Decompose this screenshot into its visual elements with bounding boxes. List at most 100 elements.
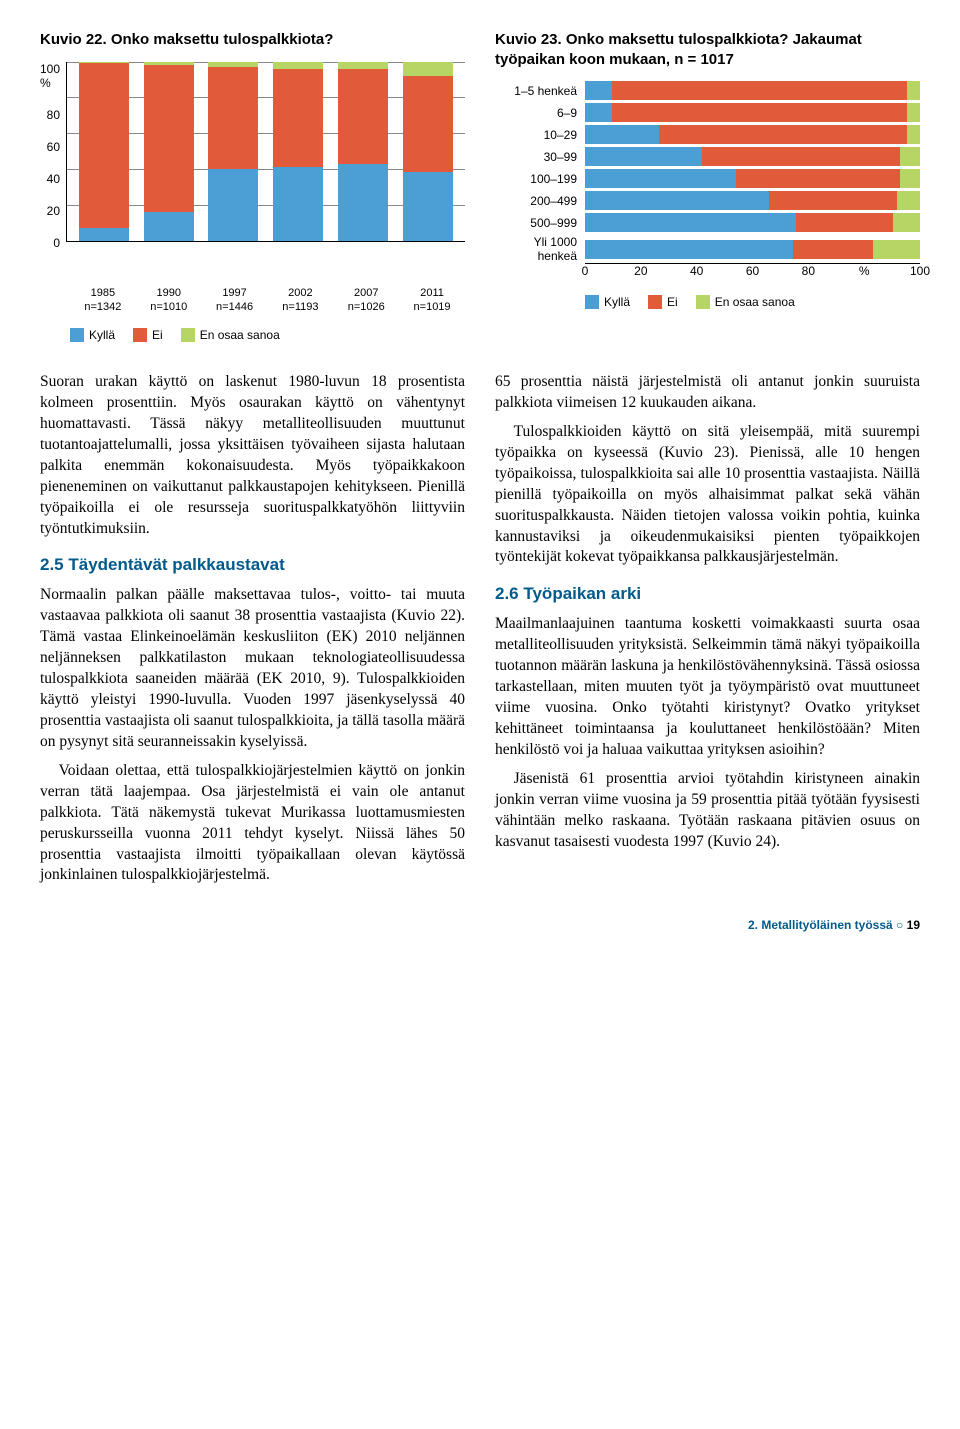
x-label: 1985n=1342 xyxy=(78,286,128,315)
hbar-label: 100–199 xyxy=(495,172,585,186)
hbar-segment xyxy=(585,191,769,210)
footer-sep: ○ xyxy=(896,918,903,932)
hbar-segment xyxy=(900,169,920,188)
hbar-segment xyxy=(585,147,702,166)
chart-22-plot: 100%806040200 xyxy=(40,62,465,282)
y-tick: 0 xyxy=(53,236,60,250)
hbar-row: 10–29 xyxy=(495,125,920,144)
legend-yes: Kyllä xyxy=(70,328,115,342)
x-label: 2011n=1019 xyxy=(407,286,457,315)
bar xyxy=(208,62,258,241)
bar xyxy=(273,62,323,241)
hbar-row: 30–99 xyxy=(495,147,920,166)
hbar-segment xyxy=(907,125,920,144)
hbar xyxy=(585,103,920,122)
hbar-row: 100–199 xyxy=(495,169,920,188)
x-label: 1990n=1010 xyxy=(144,286,194,315)
hbar-row: Yli 1000 henkeä xyxy=(495,235,920,263)
hbar-label: 6–9 xyxy=(495,106,585,120)
page-footer: 2. Metallityöläinen työssä ○ 19 xyxy=(40,918,920,932)
hbar-segment xyxy=(796,213,893,232)
chart-23-legend: Kyllä Ei En osaa sanoa xyxy=(585,295,920,309)
chart-23-rows: 1–5 henkeä6–910–2930–99100–199200–499500… xyxy=(495,81,920,263)
hbar-segment xyxy=(612,103,907,122)
x-tick: 80 xyxy=(802,264,815,278)
hbar xyxy=(585,169,920,188)
hbar-segment xyxy=(585,125,659,144)
legend-unk: En osaa sanoa xyxy=(696,295,795,309)
y-tick: 20 xyxy=(47,204,60,218)
hbar-segment xyxy=(736,169,900,188)
hbar-segment xyxy=(585,81,612,100)
x-tick: % xyxy=(859,264,870,278)
x-label: 2002n=1193 xyxy=(275,286,325,315)
body-columns: Suoran urakan käyttö on laskenut 1980-lu… xyxy=(40,372,920,894)
hbar-segment xyxy=(893,213,920,232)
para: Normaalin palkan päälle maksettavaa tulo… xyxy=(40,585,465,752)
bar-segment xyxy=(403,172,453,240)
bar-segment xyxy=(338,164,388,241)
hbar-segment xyxy=(793,240,873,259)
para: Suoran urakan käyttö on laskenut 1980-lu… xyxy=(40,372,465,539)
hbar xyxy=(585,125,920,144)
bar-segment xyxy=(403,62,453,76)
x-tick: 0 xyxy=(582,264,589,278)
hbar-label: 30–99 xyxy=(495,150,585,164)
x-tick: 20 xyxy=(634,264,647,278)
hbar-segment xyxy=(907,103,920,122)
hbar-segment xyxy=(585,103,612,122)
hbar-segment xyxy=(873,240,920,259)
bar xyxy=(338,62,388,241)
hbar-row: 200–499 xyxy=(495,191,920,210)
x-tick: 60 xyxy=(746,264,759,278)
bar xyxy=(79,62,129,241)
hbar xyxy=(585,240,920,259)
hbar-segment xyxy=(659,125,907,144)
hbar-segment xyxy=(769,191,896,210)
bar-segment xyxy=(144,212,194,241)
legend-no: Ei xyxy=(648,295,678,309)
page: Kuvio 22. Onko maksettu tulospalkkiota? … xyxy=(0,0,960,952)
bar-segment xyxy=(144,65,194,212)
y-tick: 40 xyxy=(47,172,60,186)
hbar-segment xyxy=(897,191,920,210)
bar xyxy=(144,62,194,241)
hbar-segment xyxy=(900,147,920,166)
hbar xyxy=(585,191,920,210)
heading-2-5: 2.5 Täydentävät palkkaustavat xyxy=(40,555,465,575)
chart-22-plot-area xyxy=(66,62,465,242)
x-label: 2007n=1026 xyxy=(341,286,391,315)
chart-22-legend: Kyllä Ei En osaa sanoa xyxy=(70,328,465,342)
footer-section: 2. Metallityöläinen työssä xyxy=(748,918,893,932)
x-tick: 40 xyxy=(690,264,703,278)
para: Jäsenistä 61 prosenttia arvioi työtahdin… xyxy=(495,769,920,853)
bar-segment xyxy=(338,62,388,69)
chart-22-title: Kuvio 22. Onko maksettu tulospalkkiota? xyxy=(40,30,465,50)
para: Tulospalkkioiden käyttö on sitä yleisemp… xyxy=(495,422,920,568)
y-tick: 60 xyxy=(47,140,60,154)
chart-22-bars xyxy=(67,62,465,241)
hbar-segment xyxy=(585,240,793,259)
hbar-label: 500–999 xyxy=(495,216,585,230)
chart-23-title: Kuvio 23. Onko maksettu tulospalkkiota? … xyxy=(495,30,920,69)
para: Maailmanlaajuinen taantuma kosketti voim… xyxy=(495,614,920,760)
hbar-segment xyxy=(585,213,796,232)
hbar-segment xyxy=(585,169,736,188)
heading-2-6: 2.6 Työpaikan arki xyxy=(495,584,920,604)
hbar-segment xyxy=(907,81,920,100)
right-column: 65 prosenttia näistä järjestelmistä oli … xyxy=(495,372,920,894)
chart-23-x-axis: 020406080%100 xyxy=(585,263,920,281)
charts-row: Kuvio 22. Onko maksettu tulospalkkiota? … xyxy=(40,30,920,342)
y-tick: 100% xyxy=(40,62,60,90)
chart-22-y-axis: 100%806040200 xyxy=(40,62,66,250)
legend-unk: En osaa sanoa xyxy=(181,328,280,342)
bar-segment xyxy=(403,76,453,173)
bar-segment xyxy=(273,62,323,69)
legend-yes: Kyllä xyxy=(585,295,630,309)
hbar xyxy=(585,147,920,166)
bar-segment xyxy=(338,69,388,164)
hbar xyxy=(585,81,920,100)
hbar-label: 10–29 xyxy=(495,128,585,142)
hbar-segment xyxy=(702,147,900,166)
chart-22-x-labels: 1985n=13421990n=10101997n=14462002n=1193… xyxy=(40,286,465,315)
